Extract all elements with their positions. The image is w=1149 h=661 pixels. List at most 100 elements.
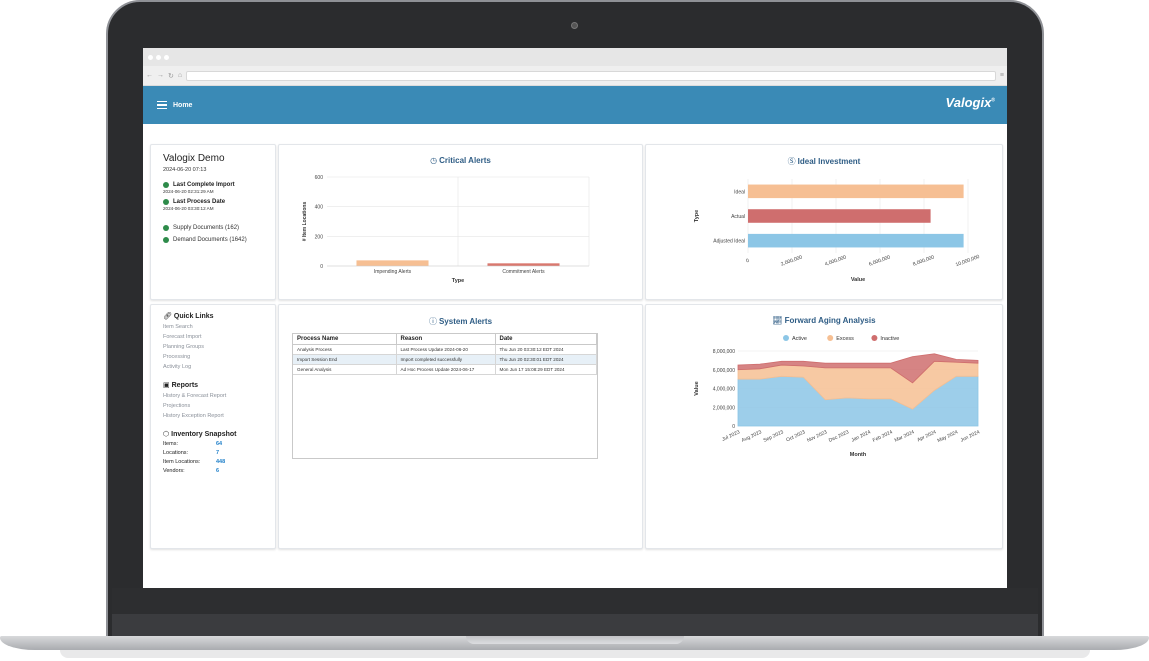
snapshot-row: Vendors: 6 bbox=[163, 468, 263, 474]
x-tick-label: 8,000,000 bbox=[912, 254, 935, 267]
bar bbox=[356, 260, 429, 266]
table-row[interactable]: General Analysis Ad Hoc Process Update 2… bbox=[293, 364, 597, 375]
critical-alerts-title: Critical Alerts bbox=[439, 156, 491, 165]
cell-date: Mon Jun 17 15:08:29 EDT 2024 bbox=[495, 364, 597, 375]
box-icon: ⬡ bbox=[163, 431, 170, 438]
bar bbox=[748, 184, 964, 199]
x-tick-label: Jan 2024 bbox=[851, 429, 872, 443]
y-tick-label: 8,000,000 bbox=[713, 349, 735, 355]
x-tick-label: 0 bbox=[745, 258, 750, 265]
snapshot-row: Item Locations: 448 bbox=[163, 459, 263, 465]
snapshot-label: Locations: bbox=[163, 450, 189, 456]
y-tick-label: Adjusted Ideal bbox=[713, 239, 745, 245]
link-processing[interactable]: Processing bbox=[163, 354, 191, 360]
forward-icon[interactable]: → bbox=[157, 72, 164, 79]
x-tick-label: May 2024 bbox=[937, 429, 960, 444]
ideal-investment-heading: Ⓢ Ideal Investment bbox=[646, 156, 1002, 167]
browser-toolbar: ← → ↻ ⌂ ≡ bbox=[143, 66, 1007, 86]
legend-label: Inactive bbox=[880, 336, 899, 342]
x-tick-label: 2,000,000 bbox=[780, 254, 803, 267]
system-alerts-heading: ⓘ System Alerts bbox=[279, 316, 642, 327]
ideal-investment-chart: 0 2,000,000 4,000,000 6,000,000 8,000,000 10,… bbox=[694, 179, 981, 283]
laptop-notch bbox=[466, 636, 684, 644]
x-tick-label: Jun 2024 bbox=[960, 429, 981, 443]
info-icon: ⓘ bbox=[428, 317, 437, 326]
cell-date: Thu Jun 20 03:30:12 EDT 2024 bbox=[495, 344, 597, 355]
y-tick-label: 200 bbox=[315, 234, 324, 240]
y-tick-label: 0 bbox=[320, 264, 323, 270]
last-process-label: Last Process Date bbox=[173, 199, 226, 205]
ideal-investment-title: Ideal Investment bbox=[797, 157, 861, 166]
x-tick-label: Impending Alerts bbox=[374, 269, 412, 275]
status-ok-icon bbox=[163, 225, 169, 231]
clock-icon: ◷ bbox=[430, 156, 438, 165]
last-import-status: Last Complete Import 2024-06-20 02:31:29… bbox=[163, 182, 263, 194]
table-row[interactable]: Analysis Process Last Process Update 202… bbox=[293, 344, 597, 355]
x-tick-label: 6,000,000 bbox=[868, 254, 891, 267]
legend-swatch bbox=[827, 335, 834, 341]
snapshot-label: Item Locations: bbox=[163, 459, 201, 465]
y-tick-label: 0 bbox=[732, 424, 735, 430]
browser-titlebar bbox=[143, 48, 1007, 66]
snapshot-heading: ⬡ Inventory Snapshot bbox=[163, 430, 263, 439]
demand-documents[interactable]: Demand Documents (1642) bbox=[163, 237, 263, 243]
link-forecast-import[interactable]: Forecast Import bbox=[163, 334, 202, 340]
link-history-exception-report[interactable]: History Exception Report bbox=[163, 413, 224, 419]
link-planning-groups[interactable]: Planning Groups bbox=[163, 344, 204, 350]
x-tick-label: Nov 2023 bbox=[806, 429, 828, 444]
status-ok-icon bbox=[163, 237, 169, 243]
bar bbox=[487, 263, 560, 266]
x-tick-label: 10,000,000 bbox=[955, 254, 981, 268]
address-bar[interactable] bbox=[186, 70, 996, 81]
cell-process-name: Import Session End bbox=[293, 354, 397, 365]
laptop-hinge bbox=[112, 614, 1038, 636]
link-history-forecast-report[interactable]: History & Forecast Report bbox=[163, 393, 227, 399]
laptop-base-shadow bbox=[60, 650, 1090, 658]
col-process-name[interactable]: Process Name bbox=[293, 334, 397, 345]
status-ok-icon bbox=[163, 182, 169, 188]
x-tick-label: Apr 2024 bbox=[916, 429, 937, 443]
window-close-dot[interactable] bbox=[148, 54, 153, 60]
browser-menu-icon[interactable]: ≡ bbox=[999, 72, 1004, 79]
company-info-card: Valogix Demo 2024-06-20 07:13 Last Compl… bbox=[150, 144, 276, 300]
x-tick-label: Oct 2023 bbox=[785, 429, 806, 443]
link-item-search[interactable]: Item Search bbox=[163, 324, 193, 330]
page-title[interactable]: Home bbox=[173, 101, 193, 109]
col-date[interactable]: Date bbox=[495, 334, 597, 345]
y-tick-label: Actual bbox=[731, 214, 745, 220]
critical-alerts-card: ◷ Critical Alerts 0 200 400 600 Impending Ale… bbox=[278, 144, 643, 300]
y-tick-label: 600 bbox=[315, 175, 324, 181]
forward-aging-title: Forward Aging Analysis bbox=[784, 316, 876, 325]
table-row[interactable]: Import Session End Import completed succ… bbox=[293, 354, 597, 365]
window-minimize-dot[interactable] bbox=[156, 54, 161, 60]
dollar-circle-icon: Ⓢ bbox=[787, 157, 796, 166]
valogix-logo: Valogix® bbox=[946, 95, 995, 110]
col-reason[interactable]: Reason bbox=[396, 334, 496, 345]
snapshot-value: 7 bbox=[216, 450, 220, 456]
legend-label: Excess bbox=[836, 336, 854, 342]
bar bbox=[748, 209, 931, 223]
snapshot-value: 64 bbox=[216, 441, 223, 447]
link-projections[interactable]: Projections bbox=[163, 403, 191, 409]
cell-process-name: General Analysis bbox=[293, 364, 397, 375]
link-activity-log[interactable]: Activity Log bbox=[163, 364, 192, 370]
y-axis-label: # Item Locations bbox=[302, 202, 308, 242]
back-icon[interactable]: ← bbox=[146, 72, 153, 79]
hamburger-menu-icon[interactable] bbox=[157, 101, 167, 109]
snapshot-title: Inventory Snapshot bbox=[171, 430, 237, 438]
x-tick-label: Sep 2023 bbox=[763, 429, 785, 444]
quick-links-card: 🔗︎ Quick Links Item Search Forecast Impor… bbox=[150, 304, 276, 549]
ideal-investment-card: Ⓢ Ideal Investment 0 2,000,000 4,000,000 6,0… bbox=[645, 144, 1003, 300]
last-import-value: 2024-06-20 02:31:29 AM bbox=[163, 189, 214, 194]
y-axis-label: Type bbox=[694, 210, 700, 222]
y-axis-label: Value bbox=[694, 381, 700, 395]
quick-links-title: Quick Links bbox=[173, 312, 214, 320]
system-alerts-card: ⓘ System Alerts Process Name Reason Date bbox=[278, 304, 643, 549]
supply-documents[interactable]: Supply Documents (162) bbox=[163, 225, 263, 231]
home-icon[interactable]: ⌂ bbox=[177, 72, 183, 79]
reload-icon[interactable]: ↻ bbox=[168, 72, 174, 80]
link-icon: 🔗︎ bbox=[163, 313, 172, 320]
reports-heading: ▣ Reports bbox=[163, 381, 263, 390]
window-maximize-dot[interactable] bbox=[164, 54, 169, 60]
x-tick-label: Commitment Alerts bbox=[502, 269, 545, 275]
